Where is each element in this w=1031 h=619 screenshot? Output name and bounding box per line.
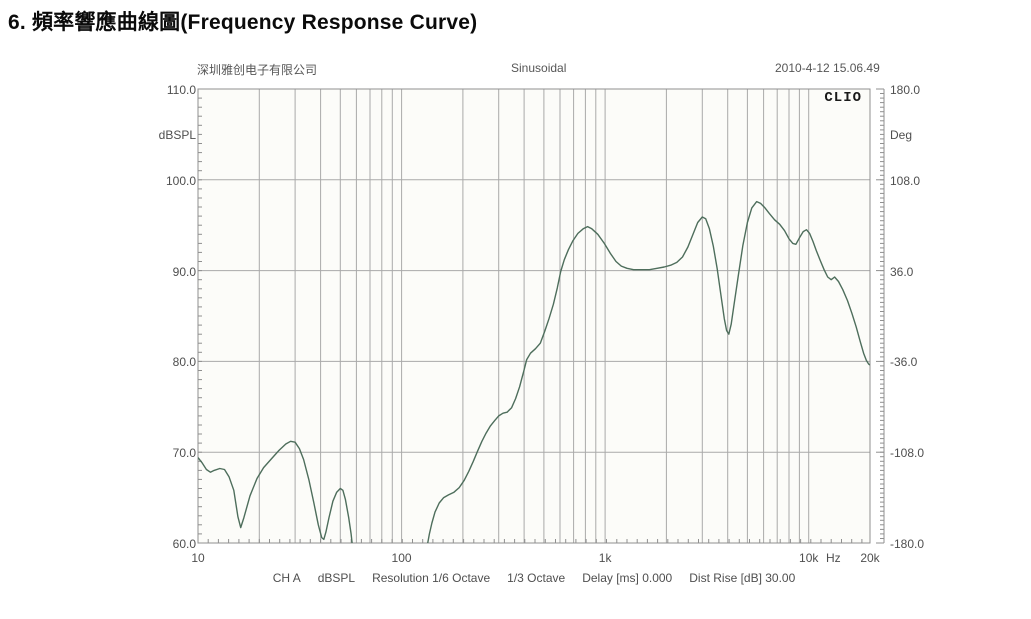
x-axis-tick-label: 10k (799, 551, 819, 565)
measurement-timestamp: 2010-4-12 15.06.49 (775, 61, 880, 75)
status-bar: CH A dBSPL Resolution 1/6 Octave 1/3 Octave… (198, 571, 870, 585)
y-left-tick-label: 70.0 (172, 446, 196, 461)
y-left-tick-label: 100.0 (165, 173, 196, 188)
clio-brand-label: CLIO (824, 90, 862, 106)
status-item-3: 1/3 Octave (507, 571, 566, 585)
status-item-2: Resolution 1/6 Octave (372, 571, 491, 585)
y-left-axis-title: dBSPL (158, 128, 196, 142)
y-right-tick-label: -108.0 (890, 446, 925, 461)
y-left-tick-label: 60.0 (172, 537, 196, 551)
x-axis-tick-label: 100 (391, 551, 412, 565)
plot-background (198, 89, 870, 543)
status-item-5: Dist Rise [dB] 30.00 (689, 571, 796, 585)
plot-border (197, 88, 871, 544)
x-axis-tick-label: 20k (860, 551, 880, 565)
page-title: 6. 頻率響應曲線圖(Frequency Response Curve) (8, 11, 478, 34)
status-item-0: CH A (272, 571, 301, 585)
y-right-tick-label: 108.0 (890, 173, 921, 188)
x-axis-tick-label: 1k (598, 551, 612, 565)
y-left-tick-label: 110.0 (166, 83, 196, 97)
status-item-1: dBSPL (317, 571, 356, 585)
y-left-tick-label: 90.0 (172, 264, 196, 279)
y-right-tick-label: -36.0 (890, 355, 918, 370)
y-right-tick-label: -180.0 (890, 537, 925, 551)
signal-type-label: Sinusoidal (511, 61, 567, 75)
x-axis-tick-label: 10 (191, 551, 205, 565)
x-axis-unit-label: Hz (826, 551, 841, 565)
company-name: 深圳雅创电子有限公司 (197, 63, 318, 77)
y-right-axis-title: Deg (890, 128, 913, 142)
y-right-tick-label: 36.0 (890, 264, 914, 279)
y-right-tick-label: 180.0 (890, 83, 921, 97)
response-curve (198, 200, 870, 543)
y-left-tick-label: 80.0 (172, 355, 196, 370)
status-item-4: Delay [ms] 0.000 (582, 571, 673, 585)
